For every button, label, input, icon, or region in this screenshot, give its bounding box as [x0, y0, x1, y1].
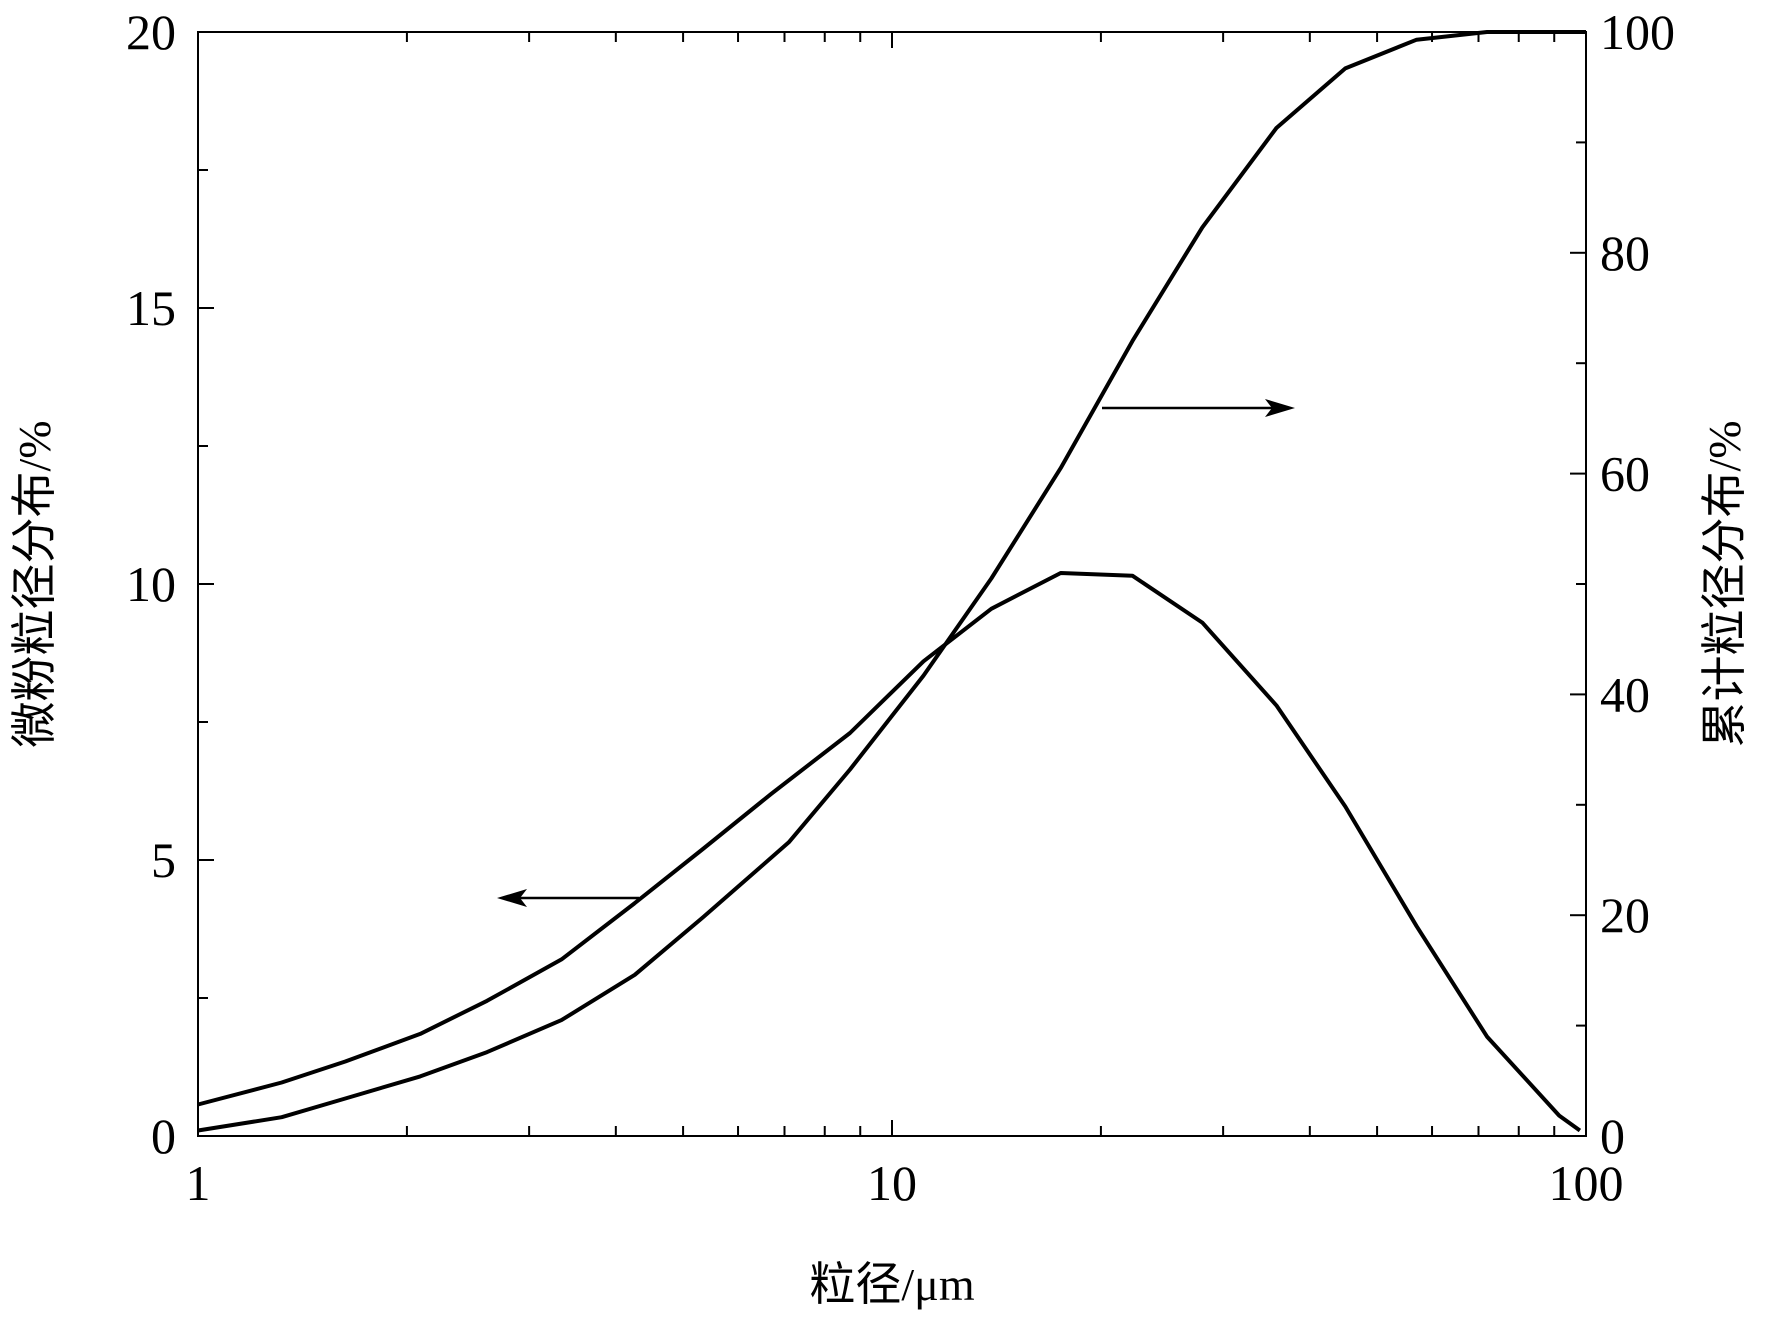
y-axis-right-label: 累计粒径分布/% [1699, 420, 1750, 747]
y-right-tick-label: 40 [1600, 666, 1650, 722]
plot-frame [197, 31, 1587, 1137]
x-tick-label: 10 [867, 1155, 917, 1211]
y-left-tick-label: 10 [126, 556, 176, 612]
arrow-right-annotation [1102, 399, 1295, 417]
y-axis-left-label: 微粉粒径分布/% [9, 420, 60, 747]
series-group [197, 30, 1586, 1133]
arrow-left-annotation [497, 889, 639, 907]
x-axis-label: 粒径/μm [809, 1259, 974, 1310]
y-right-tick-label: 60 [1600, 446, 1650, 502]
y-right-tick-label: 20 [1600, 887, 1650, 943]
x-tick-label: 1 [186, 1155, 211, 1211]
axis-ticks [197, 31, 1587, 1137]
y-left-tick-label: 15 [126, 280, 176, 336]
distribution-line [197, 571, 1582, 1133]
cumulative-line [197, 30, 1586, 1133]
x-tick-label: 100 [1549, 1155, 1624, 1211]
y-right-tick-label: 80 [1600, 225, 1650, 281]
y-left-tick-label: 5 [151, 832, 176, 888]
y-right-tick-label: 0 [1600, 1108, 1625, 1164]
y-left-tick-label: 0 [151, 1108, 176, 1164]
y-left-tick-label: 20 [126, 4, 176, 60]
y-right-tick-label: 100 [1600, 4, 1675, 60]
